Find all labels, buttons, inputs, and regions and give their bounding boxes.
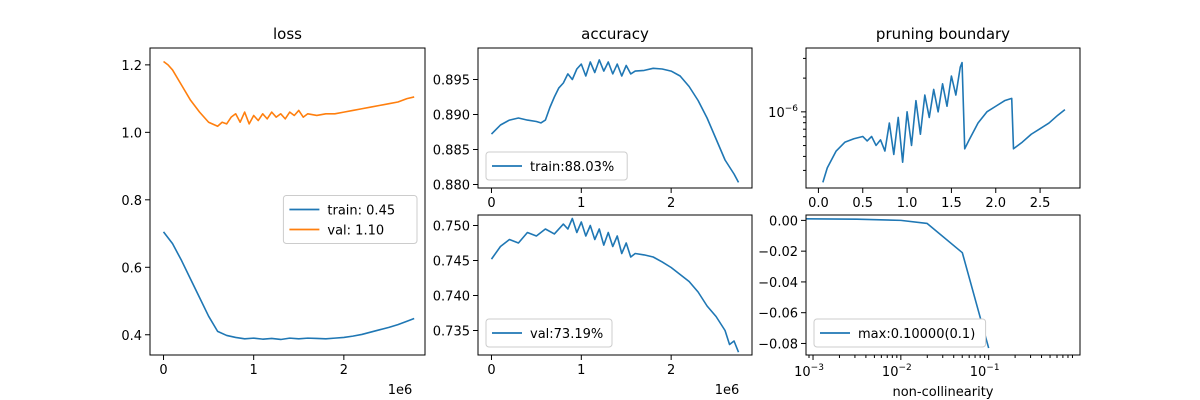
- x-tick-label-non_collinearity: 10−1: [970, 363, 1000, 380]
- y-tick-label-loss: 0.8: [121, 194, 142, 209]
- y-tick-label-val_accuracy: 0.750: [433, 220, 470, 235]
- panel-accuracy: 0 1 2 0.880 0.885 0.890 0.895 accuracy train:88.…: [433, 25, 753, 211]
- y-tick-label-val_accuracy: 0.740: [433, 290, 470, 305]
- y-tick-label-accuracy: 0.885: [433, 144, 470, 159]
- y-tick-label-loss: 0.6: [121, 261, 142, 276]
- axes-frame-pruning_boundary: [805, 47, 1081, 189]
- legend-accuracy: train:88.03%: [485, 151, 628, 181]
- panel-loss: 0 1 2 0.4 0.6 0.8 1.0 1.2 loss 1e6 train: 0.45 val:…: [121, 25, 426, 398]
- legend-non_collinearity: max:0.10000(0.1): [813, 318, 987, 348]
- x-tick-label-val_accuracy: 1: [577, 363, 585, 378]
- axes-frame-accuracy: [477, 47, 753, 189]
- x-tick-label-pruning_boundary: 1.0: [897, 196, 918, 211]
- legend-box-loss: [282, 195, 418, 244]
- series-line-loss-0: [162, 231, 415, 341]
- y-tick-label-accuracy: 0.895: [433, 74, 470, 89]
- series-line-accuracy-0: [490, 59, 740, 183]
- x-tick-label-loss: 0: [159, 363, 167, 378]
- panel-non_collinearity: 10−3 10−2 10−1 0.00 −0.02 −0.04 −0.06 −0.08 non-…: [758, 214, 1081, 400]
- axes-frame-val_accuracy: [477, 214, 753, 356]
- chart-title-pruning_boundary: pruning boundary: [876, 25, 1010, 43]
- x-tick-label-accuracy: 1: [577, 196, 585, 211]
- legend-entry-non_collinearity: max:0.10000(0.1): [858, 327, 975, 342]
- legend-entry-accuracy: train:88.03%: [530, 160, 614, 175]
- y-tick-label-loss: 0.4: [121, 329, 142, 344]
- chart-title-loss: loss: [273, 25, 302, 43]
- legend-entry-val_accuracy: val:73.19%: [530, 327, 603, 342]
- x-tick-label-val_accuracy: 2: [667, 363, 675, 378]
- legend-entry-loss: val: 1.10: [327, 224, 384, 239]
- x-tick-label-pruning_boundary: 2.0: [985, 196, 1006, 211]
- axes-frame-loss: [149, 47, 426, 356]
- x-tick-label-accuracy: 2: [667, 196, 675, 211]
- series-line-val_accuracy-0: [490, 217, 740, 353]
- x-tick-label-pruning_boundary: 0.0: [808, 196, 829, 211]
- x-axis-label-non_collinearity: non-collinearity: [892, 385, 993, 400]
- x-offset-label-val_accuracy: 1e6: [715, 383, 740, 398]
- y-tick-label-loss: 1.0: [121, 126, 142, 141]
- x-tick-label-accuracy: 0: [487, 196, 495, 211]
- legend-val_accuracy: val:73.19%: [485, 318, 613, 348]
- y-tick-label-loss: 1.2: [121, 59, 142, 74]
- x-tick-label-pruning_boundary: 0.5: [852, 196, 873, 211]
- panel-pruning_boundary: 0.0 0.5 1.0 1.5 2.0 2.5 10−6 pruning boundary: [768, 25, 1081, 211]
- x-tick-label-pruning_boundary: 1.5: [941, 196, 962, 211]
- x-tick-label-loss: 2: [340, 363, 348, 378]
- x-tick-label-non_collinearity: 10−2: [882, 363, 912, 380]
- legend-entry-loss: train: 0.45: [327, 204, 395, 219]
- series-line-pruning_boundary-0: [822, 61, 1066, 183]
- legend-loss: train: 0.45 val: 1.10: [282, 195, 418, 244]
- x-tick-label-non_collinearity: 10−3: [794, 363, 824, 380]
- legend-box-non_collinearity: [813, 318, 987, 348]
- chart-title-accuracy: accuracy: [581, 25, 649, 43]
- x-tick-label-pruning_boundary: 2.5: [1030, 196, 1051, 211]
- y-tick-label-accuracy: 0.890: [433, 109, 470, 124]
- y-tick-label-accuracy: 0.880: [433, 179, 470, 194]
- y-tick-label-non_collinearity: −0.06: [758, 307, 798, 322]
- x-tick-label-loss: 1: [250, 363, 258, 378]
- x-tick-label-val_accuracy: 0: [487, 363, 495, 378]
- legend-box-accuracy: [485, 151, 628, 181]
- x-offset-label-loss: 1e6: [388, 383, 413, 398]
- y-tick-label-non_collinearity: −0.04: [758, 276, 798, 291]
- y-tick-label-non_collinearity: −0.08: [758, 337, 798, 352]
- series-line-loss-1: [163, 60, 415, 128]
- legend-box-val_accuracy: [485, 318, 613, 348]
- y-tick-label-val_accuracy: 0.745: [433, 255, 470, 270]
- y-tick-label-val_accuracy: 0.735: [433, 325, 470, 340]
- y-tick-label-pruning_boundary: 10−6: [768, 104, 798, 121]
- y-tick-label-non_collinearity: 0.00: [769, 214, 798, 229]
- series-line-non_collinearity-0: [805, 218, 990, 349]
- panel-val_accuracy: 0 1 2 0.735 0.740 0.745 0.750 1e6 val:73.19%: [433, 214, 753, 398]
- y-tick-label-non_collinearity: −0.02: [758, 245, 798, 260]
